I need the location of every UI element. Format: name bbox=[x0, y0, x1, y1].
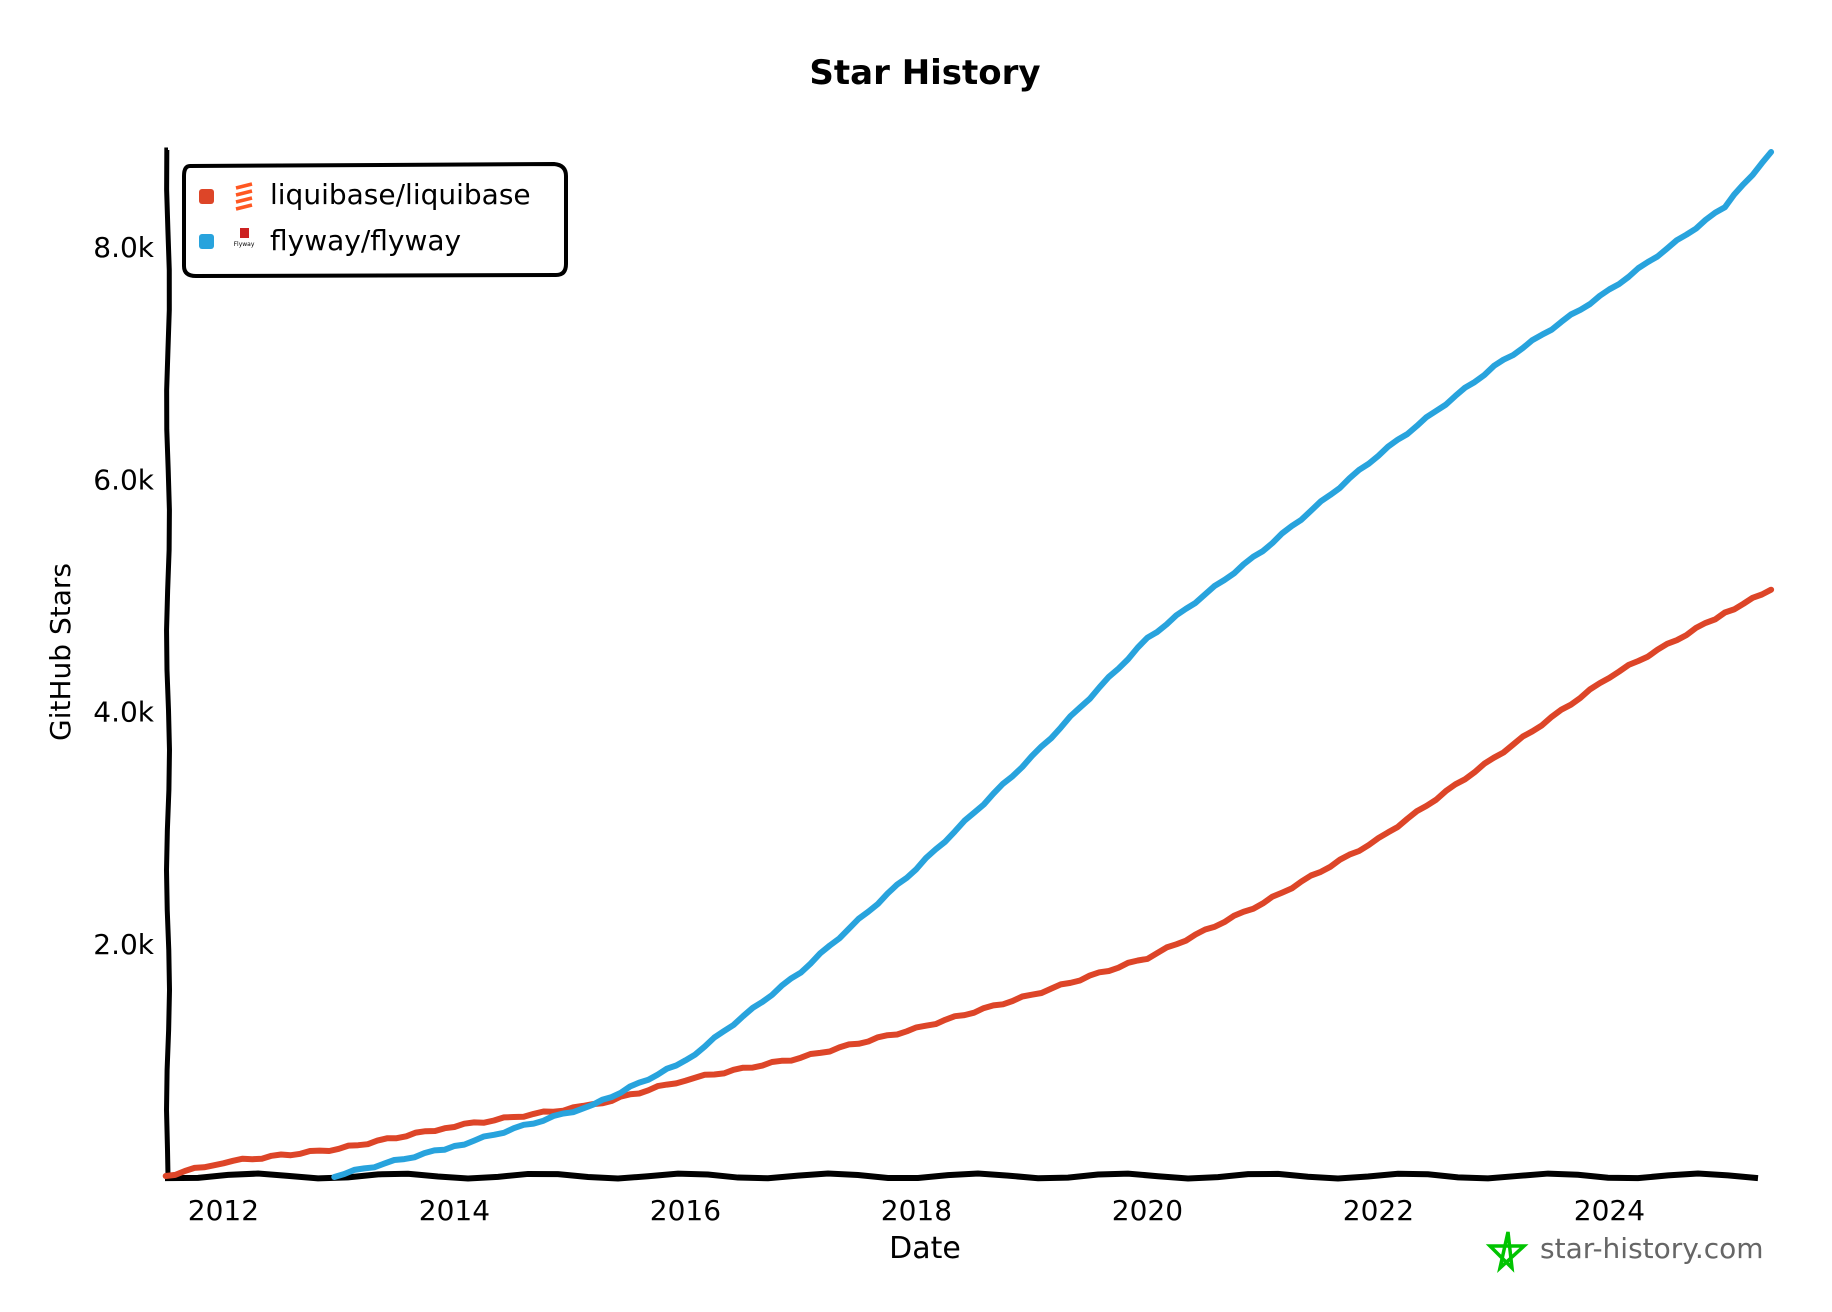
x-tick-label: 2018 bbox=[881, 1194, 952, 1227]
chart-title: Star History bbox=[809, 53, 1040, 93]
x-axis-line bbox=[165, 1170, 1759, 1182]
svg-text:Flyway: Flyway bbox=[234, 241, 255, 248]
watermark-text: star-history.com bbox=[1540, 1232, 1764, 1265]
series-line-liquibase bbox=[162, 586, 1775, 1179]
x-tick-label: 2012 bbox=[188, 1194, 259, 1227]
axes bbox=[164, 147, 1759, 1182]
legend-label-flyway: flyway/flyway bbox=[270, 224, 461, 257]
x-tick-label: 2022 bbox=[1343, 1194, 1414, 1227]
x-tick-label: 2024 bbox=[1574, 1194, 1645, 1227]
x-tick-label: 2014 bbox=[419, 1194, 490, 1227]
legend-box bbox=[182, 161, 568, 279]
series-line-flyway bbox=[331, 149, 1775, 1180]
y-tick-label: 2.0k bbox=[93, 928, 155, 961]
watermark: star-history.com bbox=[1485, 1231, 1764, 1274]
series-lines bbox=[162, 149, 1775, 1180]
x-tick-label: 2016 bbox=[650, 1194, 721, 1227]
y-tick-label: 6.0k bbox=[93, 463, 155, 496]
star-icon bbox=[1485, 1231, 1529, 1274]
x-axis-label: Date bbox=[889, 1231, 961, 1266]
y-axis-line bbox=[164, 147, 172, 1177]
flyway-logo-icon: Flyway bbox=[234, 228, 255, 248]
legend-swatch-liquibase bbox=[199, 189, 214, 204]
y-tick-label: 8.0k bbox=[93, 231, 155, 264]
liquibase-logo-icon bbox=[235, 182, 253, 211]
ticks: 2012 2014 2016 2018 2020 2022 2024 2.0k 4.0k 6.0k… bbox=[93, 231, 1645, 1227]
legend-swatch-flyway bbox=[199, 234, 214, 249]
x-tick-label: 2020 bbox=[1112, 1194, 1183, 1227]
y-axis-label: GitHub Stars bbox=[44, 563, 77, 741]
y-tick-label: 4.0k bbox=[93, 696, 155, 729]
legend: liquibase/liquibase Flyway flyway/flyway bbox=[182, 161, 568, 279]
legend-label-liquibase: liquibase/liquibase bbox=[270, 178, 531, 211]
